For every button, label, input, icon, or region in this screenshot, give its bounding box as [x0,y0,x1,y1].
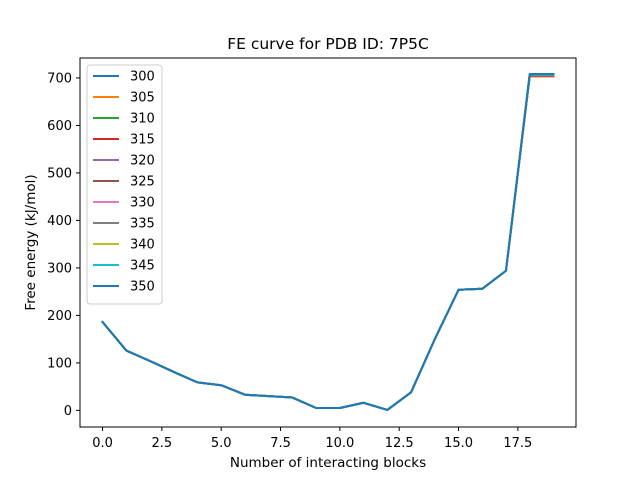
y-tick-label: 500 [47,166,72,181]
y-tick-label: 300 [47,261,72,276]
y-axis-label: Free energy (kJ/mol) [23,174,39,310]
x-tick-label: 7.5 [270,436,291,451]
legend-label-350: 350 [130,280,155,295]
legend-label-335: 335 [130,217,155,232]
x-tick-label: 17.5 [503,436,532,451]
x-tick-label: 5.0 [211,436,232,451]
legend-label-330: 330 [130,196,155,211]
x-axis-label: Number of interacting blocks [230,455,426,471]
y-tick-label: 400 [47,214,72,229]
x-tick-label: 0.0 [92,436,113,451]
y-axis-ticks: 0 100 200 300 400 500 600 700 [47,71,80,419]
y-tick-label: 700 [47,71,72,86]
legend: 300 305 310 315 320 325 330 335 340 345 350 [86,64,163,305]
plot-frame [79,57,577,428]
x-tick-label: 12.5 [385,436,414,451]
x-axis-ticks: 0.0 2.5 5.0 7.5 10.0 12.5 15.0 17.5 [92,427,532,451]
series-line-350 [101,73,555,411]
legend-label-320: 320 [130,154,155,169]
y-tick-label: 600 [47,119,72,134]
chart-title: FE curve for PDB ID: 7P5C [227,35,429,53]
legend-label-315: 315 [130,133,155,148]
x-tick-label: 2.5 [152,436,173,451]
legend-label-340: 340 [130,238,155,253]
legend-label-345: 345 [130,259,155,274]
legend-label-305: 305 [130,91,155,106]
x-tick-label: 15.0 [444,436,473,451]
y-tick-label: 0 [64,404,72,419]
legend-label-310: 310 [130,112,155,127]
y-tick-label: 200 [47,309,72,324]
legend-label-325: 325 [130,175,155,190]
plot-area [101,73,555,411]
legend-label-300: 300 [130,70,155,85]
x-tick-label: 10.0 [325,436,354,451]
y-tick-label: 100 [47,356,72,371]
